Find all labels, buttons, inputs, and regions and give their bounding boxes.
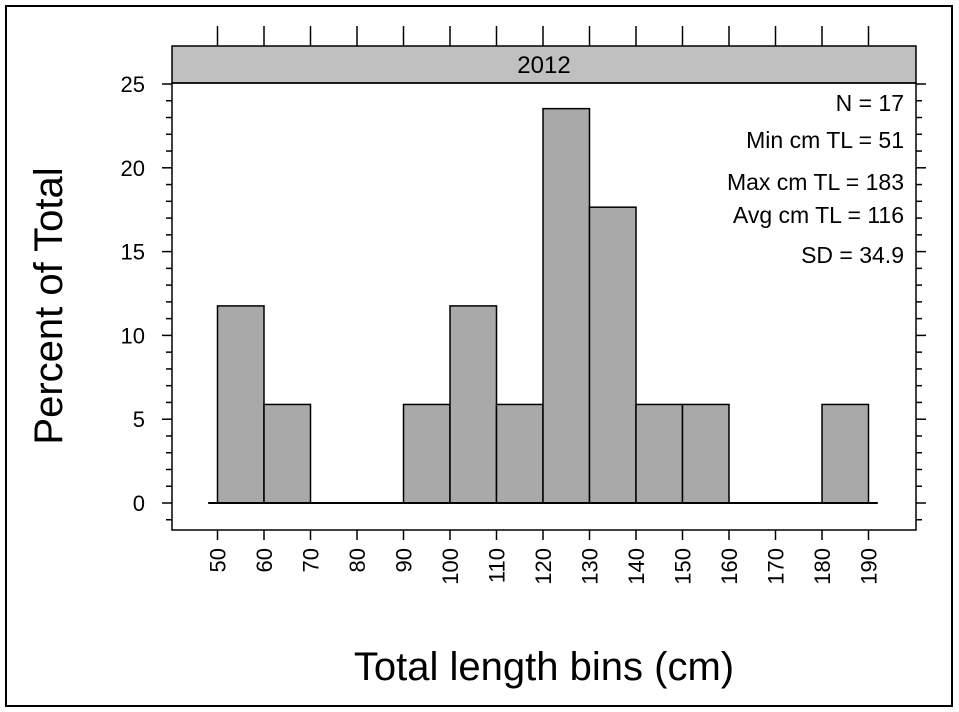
y-axis: 0 5 10 15 20 25 [121,72,172,521]
x-tick-label: 70 [299,548,324,572]
y-tick-label: 10 [121,323,145,348]
stats-annotation: N = 17 Min cm TL = 51 Max cm TL = 183 Avg c… [727,90,904,268]
x-tick-label: 180 [810,548,835,585]
x-tick-label: 50 [206,548,231,572]
panel-strip [171,45,917,84]
y-tick-label: 0 [133,491,145,516]
figure-border [5,5,953,707]
y-tick-label: 25 [121,72,145,97]
y-tick-label: 20 [121,156,145,181]
x-tick-label: 170 [764,548,789,585]
panel-title: 2012 [517,52,570,79]
bar-180 [821,403,870,504]
bar-60 [263,403,312,504]
bar-50 [216,305,265,504]
y-axis-title: Percent of Total [27,167,71,444]
y-tick-label: 5 [133,407,145,432]
x-axis: 50 60 70 80 90 100 110 120 130 140 150 160 170 180 190 [206,530,882,585]
x-tick-label: 110 [485,548,510,583]
x-axis-title: Total length bins (cm) [354,645,734,689]
bar-90 [402,403,451,504]
x-tick-label: 100 [438,548,463,585]
bar-100 [449,305,498,504]
bar-140 [635,403,684,504]
bar-110 [495,403,544,504]
stat-line: SD = 34.9 [801,242,904,268]
x-tick-label: 140 [624,548,649,585]
bar-130 [588,206,637,504]
x-tick-label: 160 [717,548,742,585]
bar-120 [542,107,591,504]
x-tick-label: 120 [531,548,556,585]
stat-line: Max cm TL = 183 [727,169,904,195]
y-axis-right-ticks [916,83,926,521]
x-tick-label: 150 [671,548,696,585]
stat-line: Avg cm TL = 116 [733,202,904,228]
x-tick-label: 90 [392,548,417,572]
x-tick-label: 130 [578,548,603,585]
stat-line: N = 17 [836,90,904,116]
plot-frame [171,82,917,531]
top-axis-ticks [216,26,870,46]
y-tick-label: 15 [121,240,145,265]
x-tick-label: 80 [345,548,370,572]
x-tick-label: 60 [252,548,277,572]
bars-group [216,107,870,504]
stat-line: Min cm TL = 51 [746,127,904,153]
x-tick-label: 190 [857,548,882,585]
bar-150 [681,403,730,504]
